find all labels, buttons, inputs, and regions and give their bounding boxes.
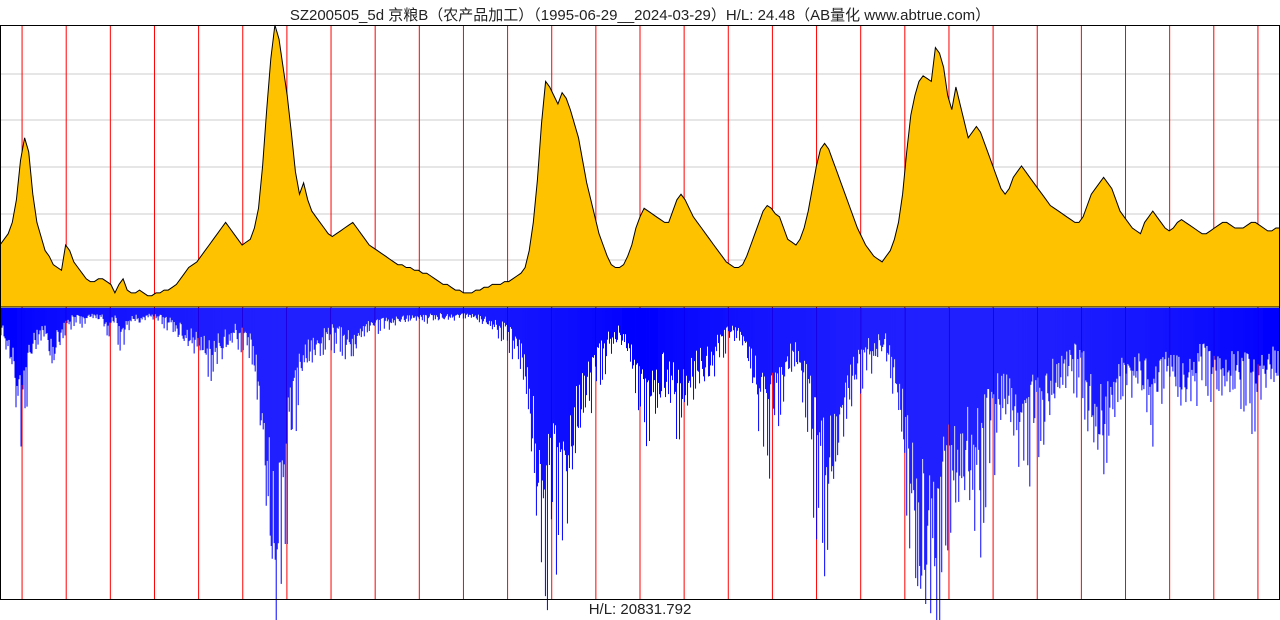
stock-chart: SZ200505_5d 京粮B（农产品加工）（1995-06-29__2024-… bbox=[0, 0, 1280, 620]
chart-canvas bbox=[0, 0, 1280, 620]
chart-title: SZ200505_5d 京粮B（农产品加工）（1995-06-29__2024-… bbox=[0, 4, 1280, 25]
chart-footer: H/L: 20831.792 bbox=[0, 601, 1280, 618]
